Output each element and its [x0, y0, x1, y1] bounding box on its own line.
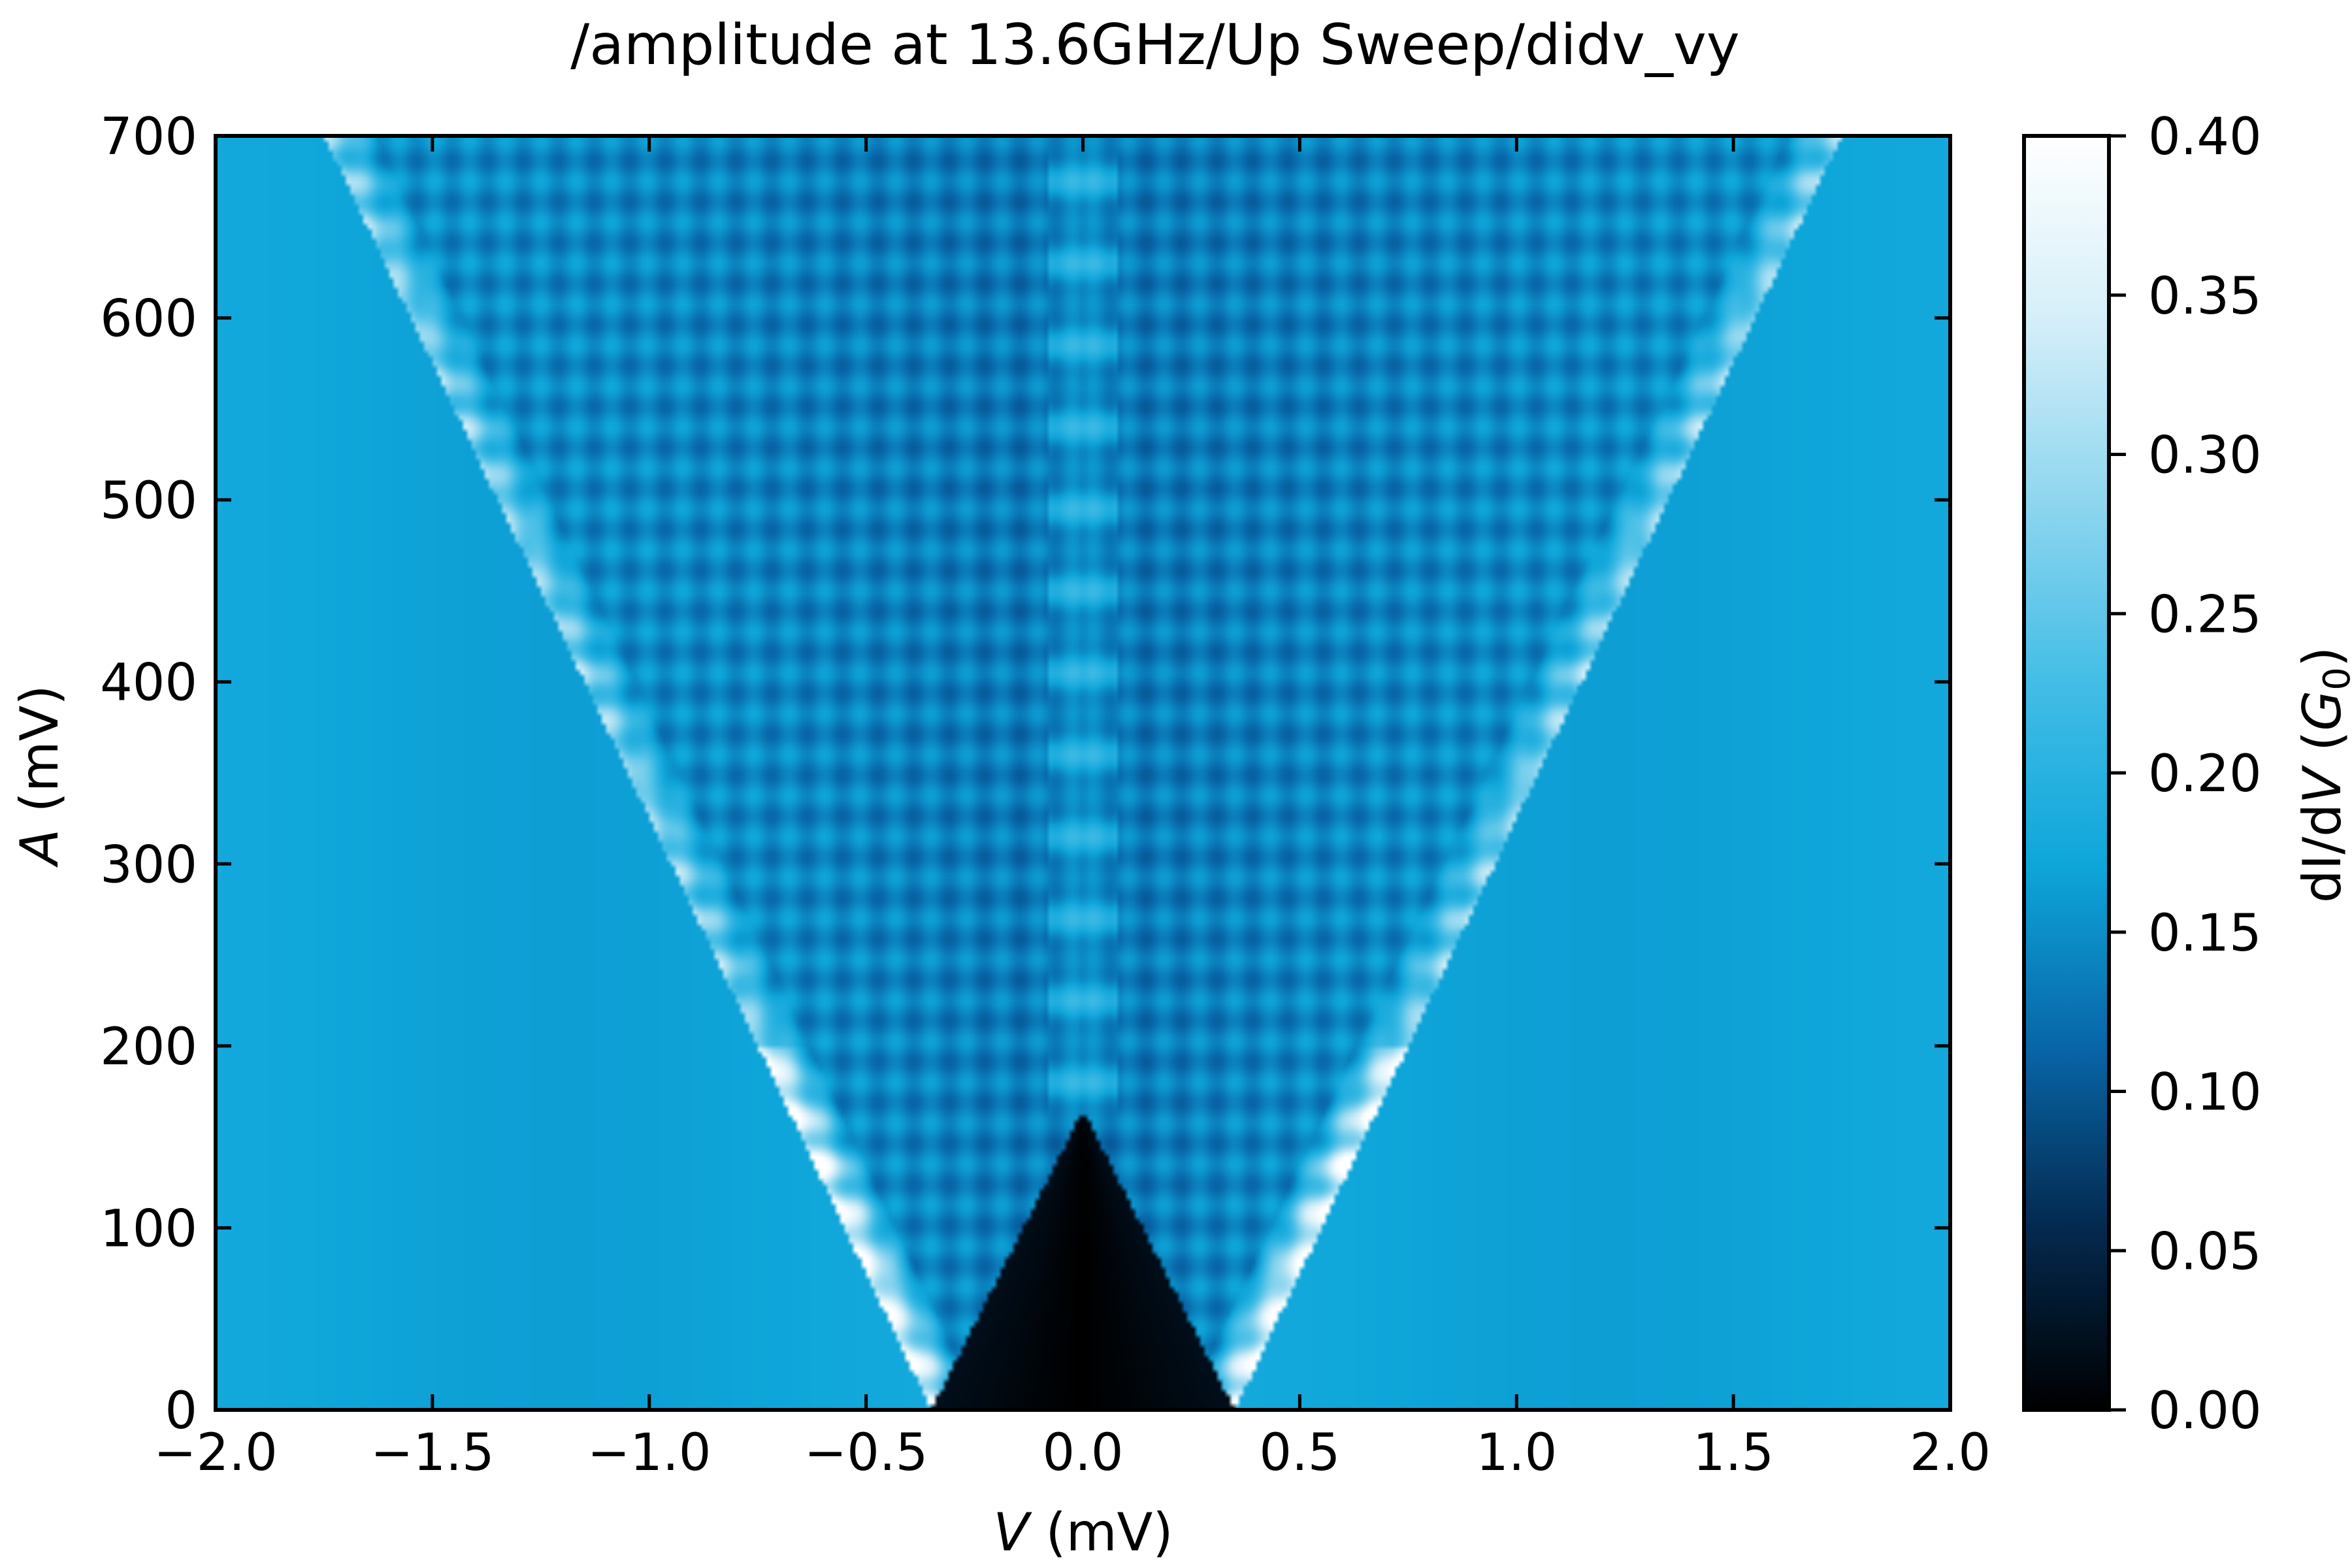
colorbar-tick-label: 0.15: [2148, 904, 2262, 963]
x-axis-unit: (mV): [1029, 1502, 1173, 1563]
colorbar-tick-label: 0.35: [2148, 267, 2262, 326]
x-tick-label: 0.0: [1042, 1424, 1123, 1482]
x-tick-label: 1.5: [1693, 1424, 1774, 1482]
colorbar-tick-label: 0.00: [2148, 1382, 2262, 1441]
colorbar-tick-label: 0.10: [2148, 1064, 2262, 1122]
x-axis: −2.0 −1.5 −1.0 −0.5 0.0 0.5 1.0 1.5 2.0: [154, 136, 1991, 1482]
colorbar-tick-label: 0.20: [2148, 745, 2262, 804]
colorbar-label-unit-symbol: G: [2292, 691, 2352, 731]
x-tick-label: −1.5: [370, 1424, 494, 1482]
y-tick-label: 300: [100, 836, 197, 894]
x-tick-label: −0.5: [804, 1424, 928, 1482]
y-tick-label: 400: [100, 654, 197, 713]
colorbar-label-unit-sub: 0: [2316, 667, 2352, 691]
plot-area: [216, 136, 1950, 1410]
x-tick-label: 1.0: [1476, 1424, 1557, 1482]
x-axis-symbol: V: [993, 1502, 1032, 1563]
colorbar-gradient: [2024, 136, 2109, 1410]
colorbar: 0.00 0.05 0.10 0.15 0.20 0.25 0.30 0.35 0.40: [2022, 108, 2262, 1441]
y-axis-symbol: A: [9, 829, 70, 868]
colorbar-label-prefix: dI/d: [2292, 804, 2352, 903]
y-tick-label: 0: [165, 1382, 197, 1441]
colorbar-label-unit-open: (: [2292, 731, 2352, 768]
y-axis-unit: (mV): [9, 685, 70, 829]
x-tick-label: −1.0: [587, 1424, 711, 1482]
x-tick-label: 0.5: [1259, 1424, 1340, 1482]
colorbar-label-unit-close: ): [2292, 647, 2352, 667]
colorbar-tick-label: 0.25: [2148, 585, 2262, 644]
y-tick-label: 700: [100, 108, 197, 167]
y-axis-label: A (mV): [9, 685, 70, 868]
x-tick-label: −2.0: [154, 1424, 277, 1482]
colorbar-tick-label: 0.30: [2148, 427, 2262, 485]
y-tick-label: 600: [100, 290, 197, 349]
x-axis-label: V (mV): [993, 1502, 1173, 1563]
x-tick-label: 2.0: [1910, 1424, 1991, 1482]
y-tick-label: 500: [100, 472, 197, 531]
colorbar-tick-label: 0.40: [2148, 108, 2262, 167]
colorbar-label: dI/dV (G0): [2292, 647, 2352, 903]
colorbar-tick-label: 0.05: [2148, 1222, 2262, 1281]
colorbar-label-symbol: V: [2292, 764, 2352, 804]
y-tick-label: 200: [100, 1018, 197, 1077]
heatmap-image: [216, 136, 1950, 1410]
chart-title: /amplitude at 13.6GHz/Up Sweep/didv_vy: [570, 12, 1740, 78]
y-axis: 0 100 200 300 400 500 600 700: [100, 108, 1950, 1441]
colorbar-ticks: 0.00 0.05 0.10 0.15 0.20 0.25 0.30 0.35 0.40: [2109, 108, 2262, 1441]
y-tick-label: 100: [100, 1200, 197, 1258]
